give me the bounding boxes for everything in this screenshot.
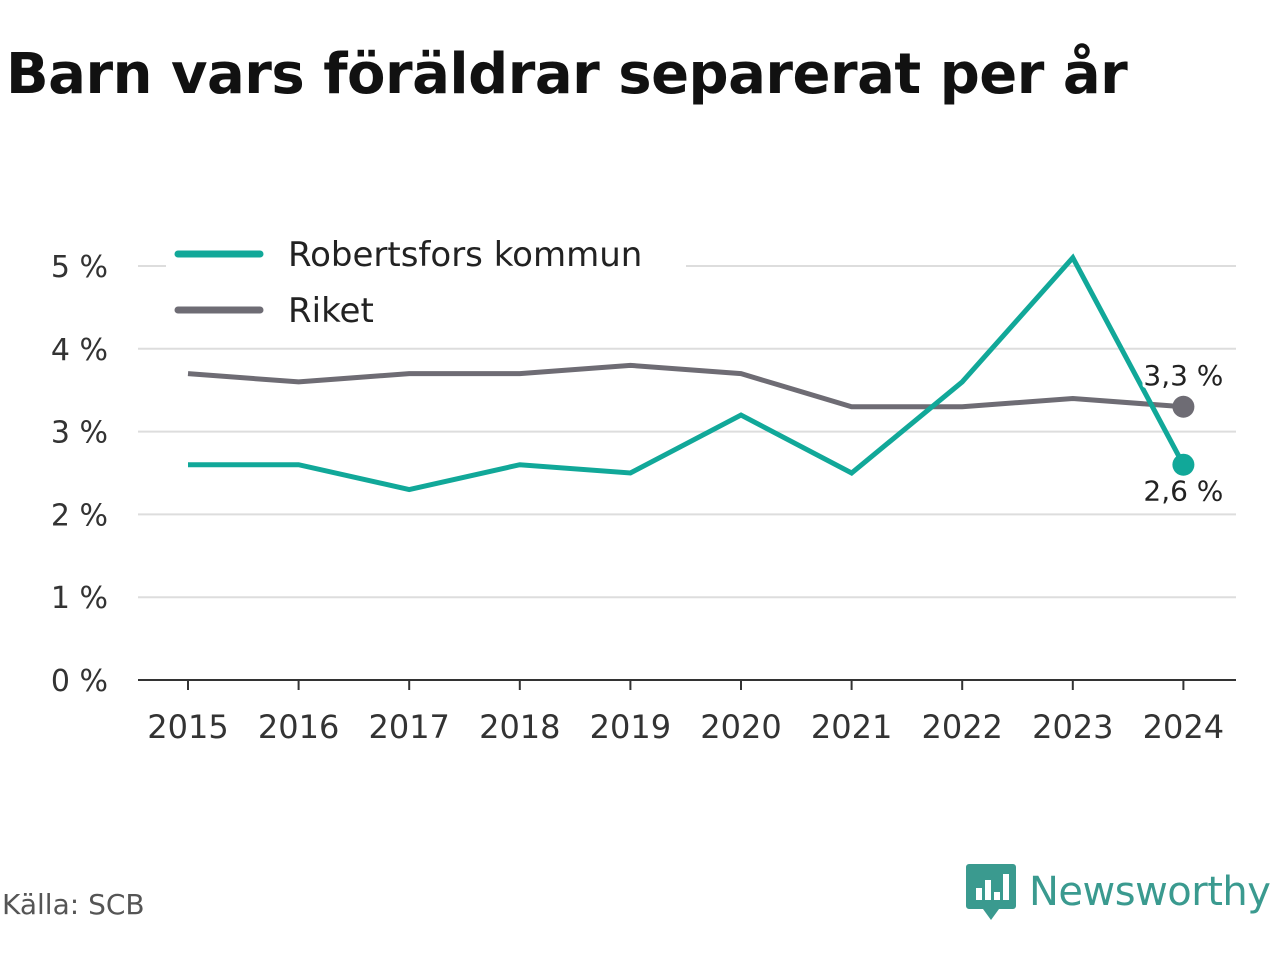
y-tick-label: 0 %	[51, 664, 108, 699]
x-tick-label: 2024	[1143, 708, 1224, 746]
x-tick-label: 2022	[921, 708, 1002, 746]
y-tick-label: 4 %	[51, 333, 108, 368]
end-point-marker	[1172, 395, 1195, 418]
brand: Newsworthy	[965, 862, 1271, 922]
series-line	[188, 253, 1186, 493]
y-axis-tick-labels: 0 % 1 % 2 % 3 % 4 % 5 %	[51, 250, 108, 699]
x-tick-label: 2017	[368, 708, 449, 746]
end-point-marker	[1172, 453, 1195, 476]
y-tick-label: 2 %	[51, 498, 108, 533]
series-line	[187, 362, 1184, 410]
brand-name: Newsworthy	[1029, 869, 1271, 915]
x-tick-label: 2018	[479, 708, 560, 746]
x-tick-label: 2019	[590, 708, 671, 746]
y-tick-label: 1 %	[51, 581, 108, 616]
x-axis: 2015 2016 2017 2018 2019 2020 2021 2022 2023 2024	[138, 679, 1236, 746]
legend-label: Robertsfors kommun	[288, 235, 642, 275]
end-value-label: 3,3 %	[1143, 359, 1223, 392]
x-tick-label: 2023	[1032, 708, 1113, 746]
legend-label: Riket	[288, 291, 374, 331]
grid-lines	[138, 265, 1236, 599]
legend: Robertsfors kommun Riket	[166, 225, 686, 343]
x-tick-label: 2021	[811, 708, 892, 746]
end-markers: 2,6 % 3,3 %	[1140, 356, 1226, 511]
y-tick-label: 3 %	[51, 416, 108, 451]
end-value-label: 2,6 %	[1143, 475, 1223, 508]
x-tick-label: 2016	[258, 708, 339, 746]
series-lines	[187, 253, 1186, 493]
chart-title: Barn vars föräldrar separerat per år	[6, 42, 1128, 107]
legend-background	[166, 225, 686, 343]
y-tick-label: 5 %	[51, 250, 108, 285]
x-tick-label: 2020	[700, 708, 781, 746]
source-label: Källa: SCB	[2, 888, 145, 921]
newsworthy-logo-icon	[966, 864, 1016, 920]
x-tick-label: 2015	[147, 708, 228, 746]
